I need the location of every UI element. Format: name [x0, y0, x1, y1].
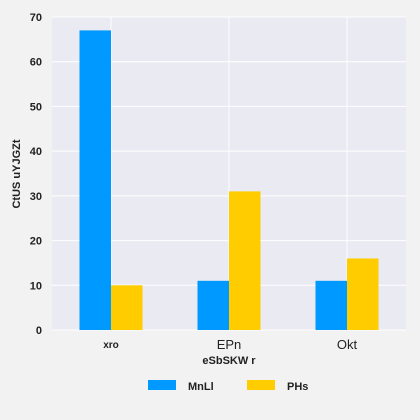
bar-PHs-Okt: [347, 258, 379, 330]
bar-MnLl-Okt: [315, 280, 347, 330]
bar-PHs-EPn: [229, 191, 261, 330]
bar-MnLl-EPn: [197, 280, 229, 330]
x-tick-label: xro: [103, 340, 119, 351]
x-tick-label: Okt: [337, 337, 358, 352]
y-tick-label: 30: [30, 191, 42, 203]
y-tick-label: 40: [30, 146, 42, 158]
legend-swatch-PHs: [247, 380, 275, 390]
x-axis-ticks: xro EPn Okt: [103, 337, 357, 352]
y-axis-ticks: 0 10 20 30 40 50 60 70: [30, 12, 42, 337]
bar-PHs-xro: [111, 285, 143, 330]
y-tick-label: 0: [36, 325, 42, 337]
y-tick-label: 10: [30, 280, 42, 292]
x-tick-label: EPn: [217, 337, 242, 352]
legend-label-PHs: PHs: [287, 381, 308, 393]
legend-label-MnLl: MnLl: [188, 381, 214, 393]
y-axis-label: CtUS uYJGZt: [11, 139, 23, 208]
bar-MnLl-xro: [79, 30, 111, 331]
y-tick-label: 70: [30, 12, 42, 24]
y-tick-label: 60: [30, 57, 42, 69]
bars: [79, 30, 379, 331]
legend-swatch-MnLl: [148, 380, 176, 390]
y-tick-label: 50: [30, 101, 42, 113]
y-tick-label: 20: [30, 236, 42, 248]
x-axis-label: eSbSKW r: [202, 355, 256, 367]
legend: MnLl PHs: [148, 380, 308, 393]
